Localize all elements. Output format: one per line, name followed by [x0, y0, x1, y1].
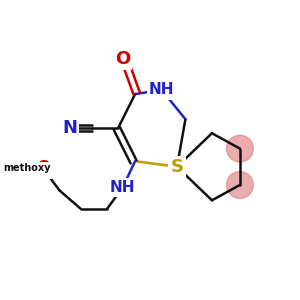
- Text: O: O: [115, 50, 130, 68]
- Text: NH: NH: [110, 180, 135, 195]
- Text: O: O: [36, 159, 50, 177]
- Circle shape: [226, 135, 253, 162]
- Text: S: S: [170, 158, 184, 176]
- Text: methoxy: methoxy: [4, 163, 51, 173]
- Text: N: N: [62, 118, 77, 136]
- Text: NH: NH: [149, 82, 174, 98]
- Circle shape: [226, 172, 253, 198]
